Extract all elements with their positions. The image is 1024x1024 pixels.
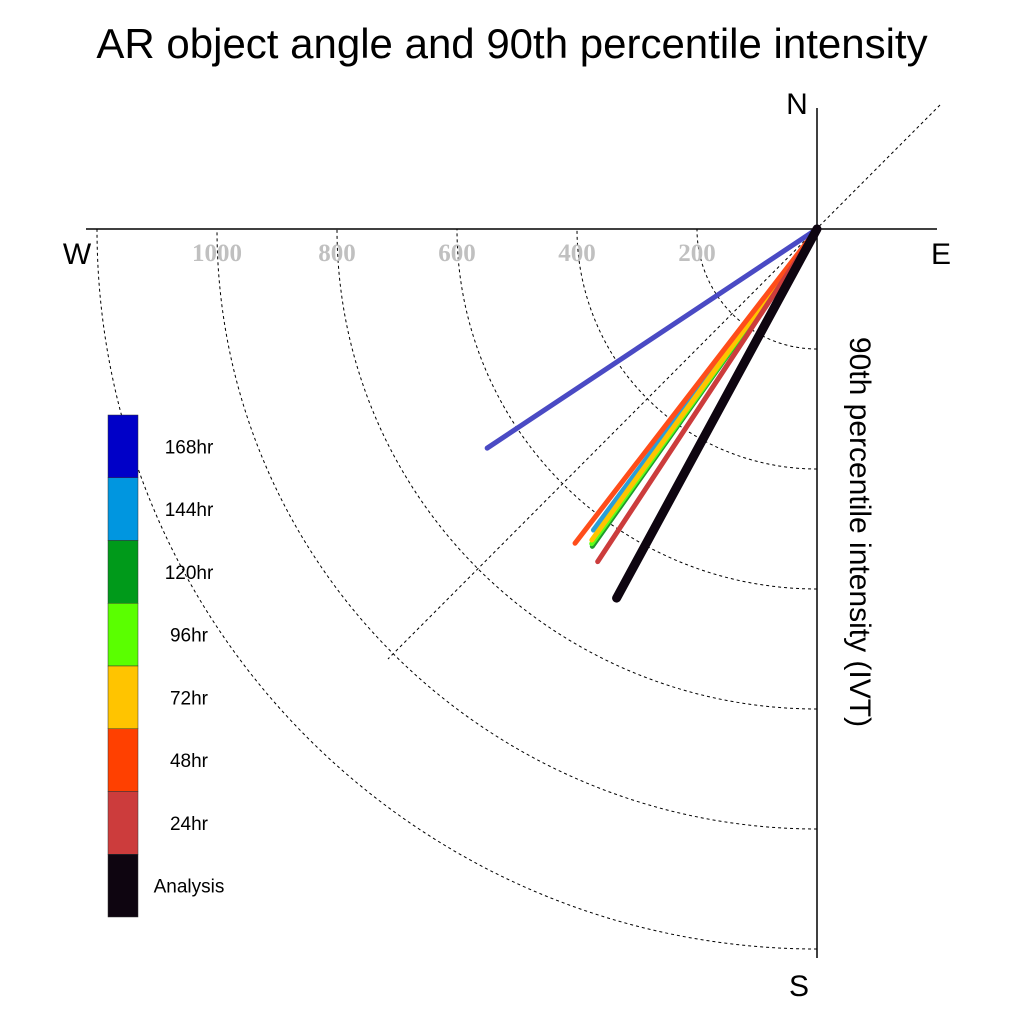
legend-label: 48hr [170, 751, 209, 772]
legend-label: 168hr [165, 437, 214, 458]
legend-label: 24hr [170, 814, 209, 835]
legend-swatch-48hr [107, 728, 139, 792]
compass-south-label: S [789, 970, 809, 1003]
legend-swatch-72hr [107, 665, 139, 729]
vectors [484, 224, 822, 603]
legend: 168hr 144hr 120hr 96hr 72hr 48hr 24hr Analysis [107, 414, 225, 918]
legend-swatch-analysis [107, 854, 139, 918]
ring-label: 400 [558, 240, 596, 267]
range-rings [96, 228, 818, 950]
legend-swatch-144hr [107, 477, 139, 541]
vector-168hr [484, 226, 820, 451]
compass-north-label: N [786, 88, 808, 121]
legend-label: 72hr [170, 688, 209, 709]
vector-analysis [612, 224, 822, 603]
legend-label: 144hr [165, 500, 214, 521]
vector-48hr [572, 226, 820, 546]
compass-east-label: E [931, 238, 951, 271]
compass-west-label: W [63, 238, 92, 271]
ring-label: 200 [678, 240, 716, 267]
diagonal-reference-line [387, 104, 941, 660]
legend-swatch-96hr [107, 603, 139, 667]
legend-swatch-24hr [107, 791, 139, 855]
range-ring [216, 228, 818, 830]
ring-label: 800 [318, 240, 356, 267]
legend-label: 96hr [170, 626, 209, 647]
y-axis-label: 90th percentile intensity (IVT) [843, 337, 876, 727]
ring-labels: 200 400 600 800 1000 [192, 240, 716, 267]
ring-label: 600 [438, 240, 476, 267]
axes [86, 104, 941, 958]
chart-title: AR object angle and 90th percentile inte… [96, 20, 927, 67]
legend-swatch-168hr [107, 414, 139, 478]
legend-swatch-120hr [107, 540, 139, 604]
range-ring [696, 228, 818, 350]
legend-label: Analysis [154, 877, 225, 898]
ring-label: 1000 [192, 240, 242, 267]
legend-label: 120hr [165, 563, 214, 584]
vector-24hr [595, 226, 820, 565]
range-ring [96, 228, 818, 950]
